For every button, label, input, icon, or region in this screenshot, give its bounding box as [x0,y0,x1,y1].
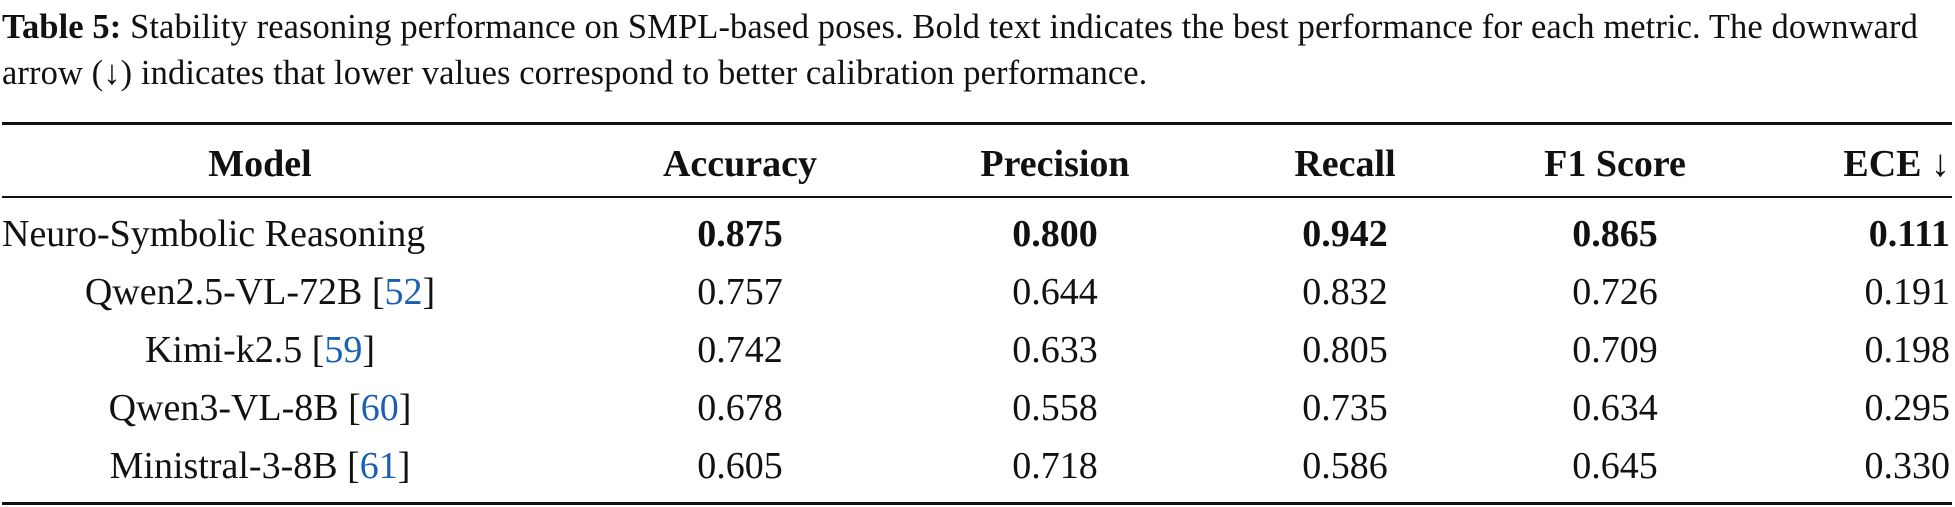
row-model: Qwen3-VL-8B [60] [108,387,412,429]
table-header-row: Model Accuracy Precision Recall F1 Score… [0,136,1955,192]
row-accuracy: 0.678 [697,387,783,429]
row-precision: 0.718 [1012,445,1098,487]
model-name: Qwen2.5-VL-72B [84,271,363,313]
row-ece: 0.295 [1864,387,1951,429]
row-recall: 0.735 [1302,387,1388,429]
table-row: Qwen2.5-VL-72B [52] 0.757 0.644 0.832 0.… [0,264,1955,320]
row-accuracy: 0.605 [697,445,783,487]
model-name: Ministral-3-8B [109,445,338,487]
model-name: Qwen3-VL-8B [108,387,339,429]
header-precision: Precision [980,143,1130,185]
header-ece: ECE ↓ [1843,143,1950,185]
table-top-rule [2,122,1952,125]
table-bottom-rule [2,502,1952,505]
row-recall: 0.586 [1302,445,1388,487]
row-recall: 0.805 [1302,329,1388,371]
row-precision: 0.633 [1012,329,1098,371]
row-recall: 0.942 [1302,213,1388,255]
caption-text: Stability reasoning performance on SMPL-… [2,8,1918,92]
citation-link[interactable]: 60 [360,387,399,429]
row-ece: 0.198 [1864,329,1951,371]
model-name: Neuro-Symbolic Reasoning [2,213,426,255]
table-caption: Table 5: Stability reasoning performance… [2,4,1952,96]
row-model: Qwen2.5-VL-72B [52] [84,271,436,313]
caption-label: Table 5: [2,8,122,46]
table-row: Ministral-3-8B [61] 0.605 0.718 0.586 0.… [0,438,1955,494]
table-row: Kimi-k2.5 [59] 0.742 0.633 0.805 0.709 0… [0,322,1955,378]
row-f1-score: 0.726 [1572,271,1658,313]
row-accuracy: 0.757 [697,271,783,313]
row-f1-score: 0.645 [1572,445,1658,487]
table-row: Neuro-Symbolic Reasoning 0.875 0.800 0.9… [0,206,1955,262]
row-precision: 0.800 [1012,213,1098,255]
header-f1-score: F1 Score [1544,143,1686,185]
model-name: Kimi-k2.5 [144,329,303,371]
row-f1-score: 0.709 [1572,329,1658,371]
row-precision: 0.644 [1012,271,1098,313]
row-precision: 0.558 [1012,387,1098,429]
row-model: Neuro-Symbolic Reasoning [2,206,425,262]
table-header-rule [2,196,1952,198]
row-accuracy: 0.875 [697,213,783,255]
header-recall: Recall [1294,143,1396,185]
header-model: Model [208,143,312,185]
citation-link[interactable]: 61 [359,445,398,487]
row-model: Kimi-k2.5 [59] [144,329,376,371]
header-accuracy: Accuracy [662,143,818,185]
row-f1-score: 0.865 [1572,213,1658,255]
row-f1-score: 0.634 [1572,387,1658,429]
row-accuracy: 0.742 [697,329,783,371]
row-model: Ministral-3-8B [61] [109,445,411,487]
row-ece: 0.191 [1864,271,1951,313]
row-ece: 0.111 [1868,213,1950,255]
row-recall: 0.832 [1302,271,1388,313]
table-row: Qwen3-VL-8B [60] 0.678 0.558 0.735 0.634… [0,380,1955,436]
citation-link[interactable]: 59 [324,329,363,371]
row-ece: 0.330 [1864,445,1951,487]
citation-link[interactable]: 52 [384,271,423,313]
